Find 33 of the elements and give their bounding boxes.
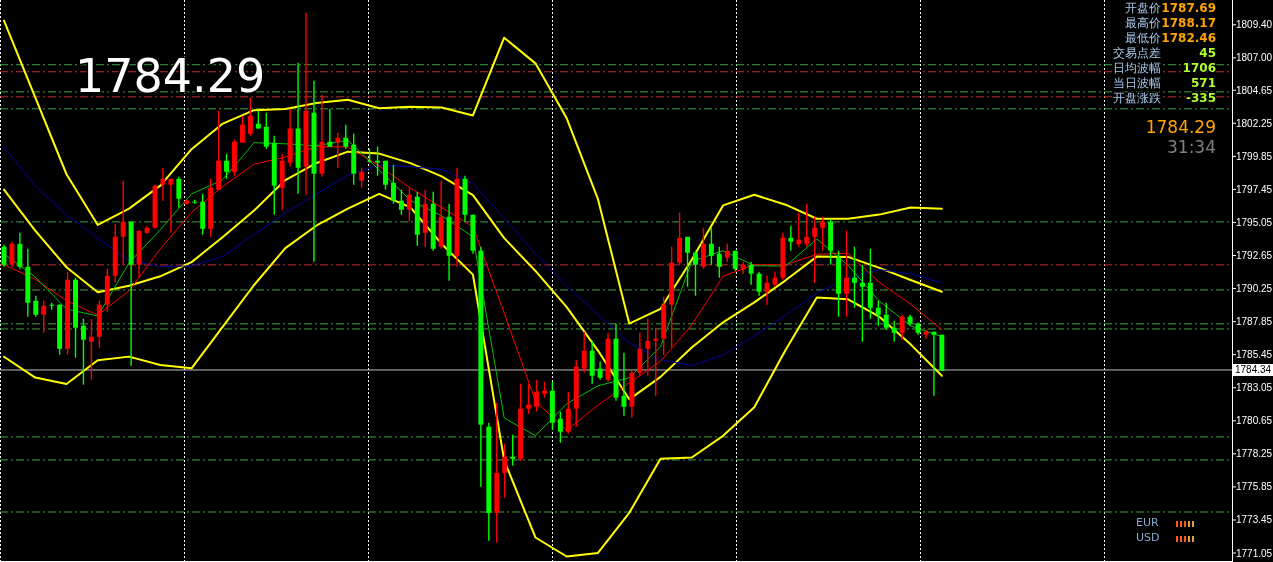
annotation: 开盘价: [1125, 1, 1161, 15]
annotation: 1788.17: [1161, 16, 1216, 30]
annotation: 最高价: [1125, 16, 1161, 30]
y-tick-label: 1804.65: [1236, 84, 1273, 96]
y-tick-label: 1785.45: [1236, 349, 1273, 361]
y-tick-label: 1775.85: [1236, 481, 1273, 493]
y-tick-label: 1773.45: [1236, 514, 1273, 526]
annotation: EUR: [1136, 516, 1159, 529]
annotation: 1787.69: [1161, 1, 1216, 15]
annotation: 1784.29: [1145, 117, 1216, 137]
y-tick-label: 1802.25: [1236, 117, 1273, 129]
y-tick-label: 1780.65: [1236, 415, 1273, 427]
annotation: 571: [1190, 76, 1216, 90]
y-tick-label: 1790.25: [1236, 283, 1273, 295]
y-tick-label: 1778.25: [1236, 448, 1273, 460]
y-tick-label: 1795.05: [1236, 216, 1273, 228]
annotation: 最低价: [1125, 31, 1161, 45]
y-tick-label: 1809.40: [1236, 19, 1273, 31]
y-tick-label: 1807.00: [1236, 52, 1273, 64]
y-tick-label: 1797.45: [1236, 183, 1273, 195]
annotation: USD: [1136, 531, 1160, 544]
annotation: -335: [1185, 91, 1216, 105]
annotation: 当日波幅: [1113, 76, 1161, 90]
y-tick-label: 1792.65: [1236, 250, 1273, 262]
annotation: 交易点差: [1113, 46, 1161, 60]
annotation: 开盘涨跌: [1113, 91, 1161, 105]
y-tick-label: 1783.05: [1236, 382, 1273, 394]
annotation: 45: [1199, 46, 1216, 60]
y-tick-label: 1799.85: [1236, 150, 1273, 162]
y-tick-label: 1787.85: [1236, 316, 1273, 328]
annotation: 31:34: [1167, 137, 1216, 157]
annotation: 1782.46: [1161, 31, 1216, 45]
y-tick-label: 1771.05: [1236, 547, 1273, 559]
